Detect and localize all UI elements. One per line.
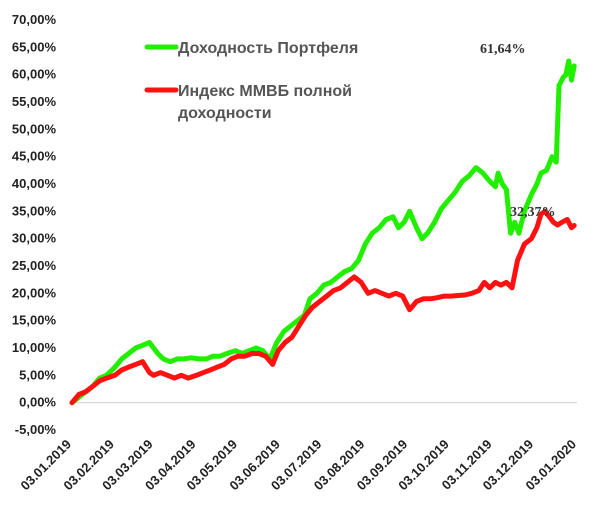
legend-label: Индекс ММВБ полной доходности (178, 83, 352, 122)
end-value-label: 61,64% (480, 42, 526, 57)
series-group (69, 58, 577, 406)
y-tick-label: 5,00% (19, 367, 56, 382)
y-tick-label: 70,00% (12, 12, 57, 27)
series-line (69, 58, 577, 406)
y-tick-label: 25,00% (12, 258, 57, 273)
y-tick-label: 40,00% (12, 176, 57, 191)
end-labels: 61,64% 32,37% (480, 42, 556, 220)
y-tick-label: 15,00% (12, 313, 57, 328)
y-tick-label: 50,00% (12, 121, 57, 136)
y-tick-label: 30,00% (12, 231, 57, 246)
y-tick-label: 10,00% (12, 340, 57, 355)
x-axis: 03.01.201903.02.201903.03.201903.04.2019… (17, 437, 579, 494)
y-tick-label: 0,00% (19, 395, 56, 410)
y-tick-label: 20,00% (12, 285, 57, 300)
end-value-label: 32,37% (510, 205, 556, 220)
y-tick-label: -5,00% (15, 422, 57, 437)
y-tick-label: 65,00% (12, 39, 57, 54)
y-axis: -5,00% 0,00% 5,00% 10,00% 15,00% 20,00% 25,00%… (12, 12, 57, 437)
y-tick-label: 45,00% (12, 149, 57, 164)
y-tick-label: 60,00% (12, 67, 57, 82)
legend-label: Доходность Портфеля (178, 40, 358, 57)
series-line (69, 208, 577, 406)
y-tick-label: 35,00% (12, 203, 57, 218)
y-tick-label: 55,00% (12, 94, 57, 109)
legend: Доходность Портфеля Индекс ММВБ полной дох… (144, 40, 358, 122)
